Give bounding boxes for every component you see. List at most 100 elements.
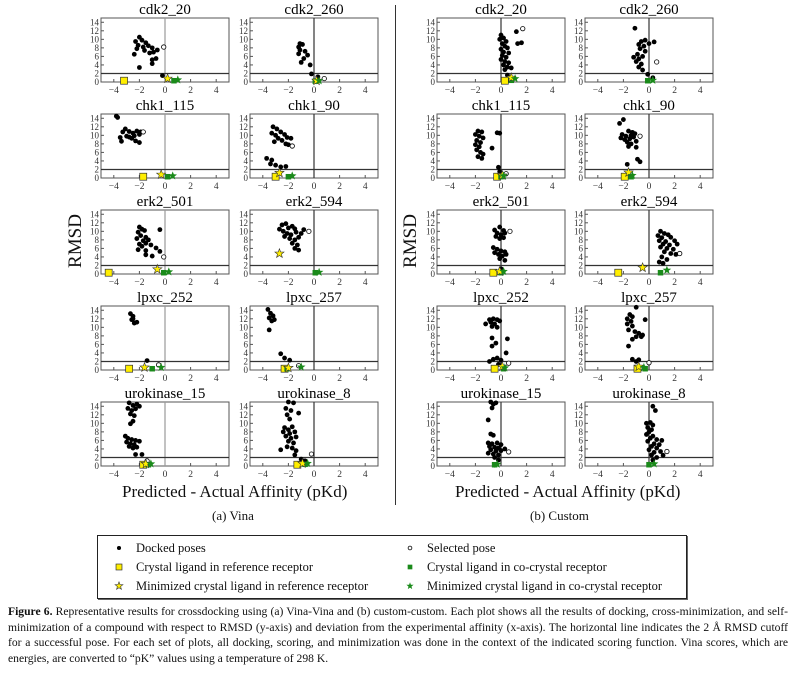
y-tick-label: 2 — [95, 68, 100, 78]
x-tick-label: 2 — [672, 182, 677, 192]
docked-pose-point — [287, 416, 293, 422]
docked-pose-point — [640, 67, 645, 73]
docked-pose-point — [492, 455, 497, 460]
x-tick-label: 2 — [524, 86, 529, 96]
docked-pose-point — [673, 251, 679, 257]
y-tick-label: 6 — [95, 243, 100, 253]
docked-pose-point — [296, 234, 302, 240]
legend-item-selected: Selected pose — [403, 539, 495, 557]
minimized-ligand-cocrystal-point — [500, 363, 510, 372]
x-tick-label: 4 — [363, 278, 368, 288]
x-tick-label: 2 — [672, 470, 677, 480]
docked-pose-point — [128, 421, 133, 427]
y-tick-label: 6 — [95, 51, 100, 61]
y-tick-label: 4 — [579, 156, 584, 166]
y-tick-label: 12 — [426, 218, 435, 228]
docked-pose-point — [286, 142, 291, 148]
legend-item-docked: Docked poses — [112, 539, 206, 557]
docked-pose-point — [126, 400, 132, 406]
x-tick-label: 4 — [698, 470, 703, 480]
docked-pose-point — [503, 350, 509, 356]
docked-pose-point — [305, 52, 310, 58]
docked-pose-point — [644, 420, 649, 426]
selected-pose-point — [520, 26, 526, 32]
docked-pose-point — [503, 251, 509, 257]
caption-label: Figure 6. — [8, 605, 53, 618]
y-tick-label: 8 — [95, 43, 100, 53]
x-tick-label: 4 — [698, 374, 703, 384]
x-axis-label-right: Predicted - Actual Affinity (pKd) — [455, 482, 681, 501]
docked-pose-point — [642, 48, 648, 54]
docked-pose-point — [496, 164, 501, 170]
docked-pose-point — [133, 138, 138, 144]
minimized-ligand-cocrystal-point — [648, 75, 658, 84]
y-tick-label: 4 — [431, 444, 436, 454]
x-tick-label: 0 — [312, 374, 317, 384]
selected-pose-point — [506, 449, 512, 455]
y-tick-label: 14 — [239, 209, 249, 219]
x-tick-label: 4 — [363, 86, 368, 96]
y-tick-label: 6 — [431, 147, 436, 157]
y-tick-label: 10 — [426, 226, 436, 236]
crystal-ligand-cocrystal-point — [491, 461, 498, 468]
docked-pose-point — [668, 251, 674, 256]
x-tick-label: 0 — [163, 278, 168, 288]
docked-pose-point — [632, 329, 638, 334]
y-tick-label: 6 — [244, 51, 249, 61]
docked-pose-point — [628, 318, 634, 324]
y-tick-label: 12 — [239, 26, 248, 36]
crystal-ligand-reference-point — [139, 172, 148, 181]
y-tick-label: 4 — [579, 60, 584, 70]
y-tick-label: 8 — [431, 331, 436, 341]
y-tick-label: 2 — [95, 452, 100, 462]
x-tick-label: 0 — [647, 278, 652, 288]
y-tick-label: 10 — [426, 322, 436, 332]
x-tick-label: 4 — [214, 278, 219, 288]
x-tick-label: −4 — [445, 86, 455, 96]
minimized-ligand-reference-point — [637, 261, 649, 273]
minimized-ligand-cocrystal-point — [168, 171, 177, 180]
y-tick-label: 14 — [90, 209, 100, 219]
docked-pose-point — [497, 318, 503, 324]
docked-pose-point — [497, 236, 503, 241]
x-tick-label: 2 — [337, 86, 342, 96]
x-tick-label: 0 — [312, 182, 317, 192]
docked-pose-point — [490, 245, 496, 250]
docked-pose-point — [283, 406, 289, 411]
y-tick-label: 4 — [95, 156, 100, 166]
y-tick-label: 10 — [239, 418, 249, 428]
panel-title: erk2_594 — [286, 194, 343, 210]
panel-title: urokinase_8 — [277, 386, 350, 402]
panel-title: lpxc_252 — [137, 290, 193, 306]
legend-item-min_co: Minimized crystal ligand in co-crystal r… — [403, 577, 662, 595]
docked-pose-point — [289, 424, 295, 430]
minimized-ligand-cocrystal-point — [164, 267, 174, 276]
docked-pose-point — [650, 403, 656, 409]
figure-caption: Figure 6. Representative results for cro… — [8, 604, 788, 666]
docked-pose-point — [501, 235, 506, 241]
docked-pose-point — [147, 50, 153, 56]
y-tick-label: 4 — [244, 444, 249, 454]
y-tick-label: 12 — [574, 314, 583, 324]
x-tick-label: −4 — [109, 86, 119, 96]
docked-pose-point — [503, 39, 509, 44]
y-tick-label: 8 — [244, 427, 249, 437]
y-tick-label: 14 — [574, 401, 584, 411]
crystal-ligand-cocrystal-point — [160, 269, 167, 276]
y-tick-label: 8 — [95, 235, 100, 245]
docked-pose-point — [636, 42, 642, 47]
docked-pose-point — [157, 227, 163, 233]
legend-item-crystal_ref: Crystal ligand in reference receptor — [112, 558, 313, 576]
y-tick-label: 6 — [95, 339, 100, 349]
selected-pose-point — [677, 250, 683, 257]
y-tick-label: 14 — [426, 305, 436, 315]
panel-title: cdk2_260 — [619, 2, 678, 18]
y-tick-label: 8 — [244, 331, 249, 341]
x-tick-label: −4 — [593, 278, 603, 288]
y-tick-label: 6 — [244, 147, 249, 157]
docked-pose-point — [485, 417, 491, 423]
